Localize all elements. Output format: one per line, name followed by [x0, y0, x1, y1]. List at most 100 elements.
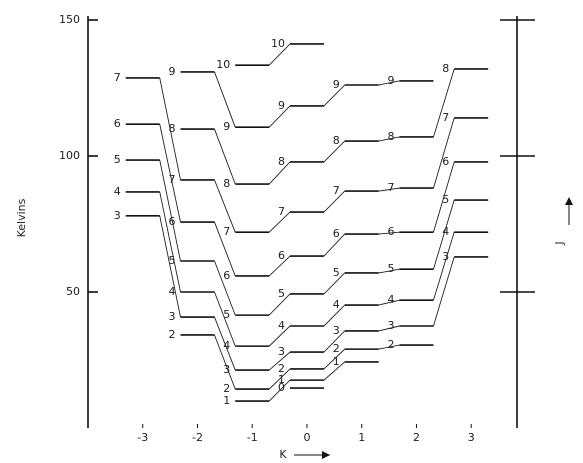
x-tick-label: -2	[192, 431, 203, 444]
j-label: 3	[333, 324, 340, 337]
connector	[323, 190, 346, 213]
connector	[323, 84, 346, 107]
connector	[214, 260, 236, 316]
j-label: 8	[387, 130, 394, 143]
connector	[214, 128, 236, 185]
j-label: 8	[442, 62, 449, 75]
j-label: 5	[333, 266, 340, 279]
connector	[378, 231, 400, 235]
connector	[268, 379, 291, 402]
j-label: 9	[387, 74, 394, 87]
j-label: 6	[333, 227, 340, 240]
connector	[214, 221, 236, 277]
x-tick-label: -1	[247, 431, 258, 444]
j-label: 2	[223, 382, 230, 395]
j-arrowhead	[565, 197, 573, 205]
j-label: 7	[168, 173, 175, 186]
connector	[214, 316, 236, 371]
connector	[268, 43, 291, 66]
j-label: 8	[333, 134, 340, 147]
connector	[323, 348, 346, 370]
j-label: 6	[168, 215, 175, 228]
j-label: 9	[168, 65, 175, 78]
j-label: 0	[278, 381, 285, 394]
j-label: 5	[168, 254, 175, 267]
connector	[433, 161, 455, 233]
j-label: 1	[278, 373, 285, 386]
connector	[323, 304, 346, 327]
connector	[323, 140, 346, 163]
connector	[323, 233, 346, 257]
j-label: 3	[223, 363, 230, 376]
j-label: J	[553, 241, 566, 245]
j-label: 5	[278, 287, 285, 300]
connector	[433, 256, 455, 327]
j-label: 7	[333, 184, 340, 197]
j-label: 7	[387, 181, 394, 194]
connector	[268, 293, 291, 316]
connector	[268, 105, 291, 128]
connector	[378, 268, 400, 274]
j-label: 9	[223, 120, 230, 133]
connector	[214, 334, 236, 390]
j-label: 8	[168, 122, 175, 135]
j-label: 3	[114, 209, 121, 222]
connector	[268, 211, 291, 233]
connector	[268, 368, 291, 390]
connector	[159, 215, 181, 318]
connector	[378, 344, 400, 350]
connector	[214, 71, 236, 128]
j-label: 3	[168, 310, 175, 323]
j-label: 6	[114, 117, 121, 130]
x-tick-label: 3	[468, 431, 475, 444]
j-label: 1	[333, 355, 340, 368]
connector	[323, 272, 346, 295]
connector	[214, 291, 236, 347]
j-label: 4	[442, 225, 449, 238]
x-tick-label: -3	[137, 431, 148, 444]
j-label: 3	[442, 250, 449, 263]
connector	[378, 136, 400, 142]
x-tick-label: 2	[413, 431, 420, 444]
j-label: 4	[278, 319, 285, 332]
connector	[268, 325, 291, 347]
j-label: 5	[387, 262, 394, 275]
j-label: 2	[278, 362, 285, 375]
j-label: 4	[168, 285, 175, 298]
connector	[159, 191, 181, 293]
y-tick-label: 100	[59, 149, 80, 162]
j-label: 6	[278, 249, 285, 262]
j-label: 7	[114, 71, 121, 84]
j-label: 4	[114, 185, 121, 198]
connector	[433, 232, 455, 301]
connector	[378, 299, 400, 306]
connector	[378, 80, 400, 86]
connector	[378, 325, 400, 332]
x-tick-label: 1	[358, 431, 365, 444]
j-label: 3	[387, 319, 394, 332]
connector	[268, 255, 291, 277]
j-label: 6	[387, 225, 394, 238]
y-tick-label: 50	[66, 285, 80, 298]
connector	[159, 77, 181, 181]
j-label: 5	[114, 153, 121, 166]
y-axis-label: Kelvins	[15, 198, 28, 237]
j-label: 2	[333, 342, 340, 355]
j-label: 2	[387, 338, 394, 351]
connector	[323, 361, 346, 381]
j-label: 9	[333, 78, 340, 91]
j-label: 6	[442, 155, 449, 168]
j-label: 7	[442, 111, 449, 124]
x-axis-label: K	[279, 448, 287, 461]
connector	[268, 351, 291, 371]
connector	[159, 159, 181, 262]
connector	[433, 68, 455, 138]
j-label: 4	[333, 298, 340, 311]
j-label: 10	[271, 37, 285, 50]
j-label: 5	[442, 193, 449, 206]
j-label: 7	[278, 205, 285, 218]
j-label: 1	[223, 394, 230, 407]
j-label: 6	[223, 269, 230, 282]
connector	[433, 117, 455, 189]
